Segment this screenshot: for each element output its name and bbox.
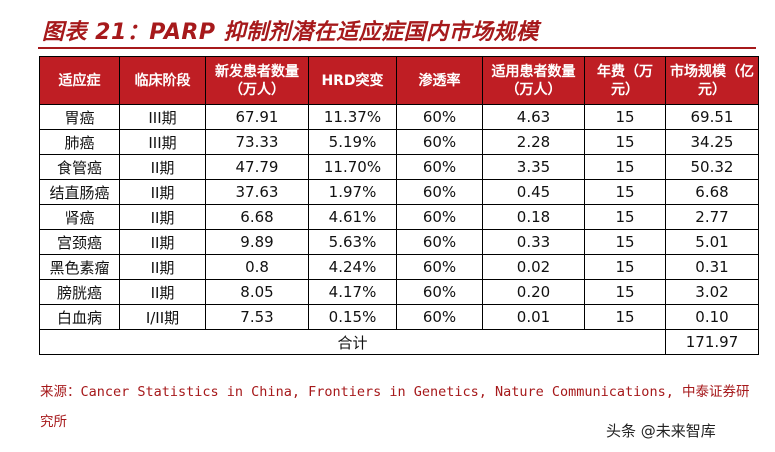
table-cell: 34.25 xyxy=(665,129,759,155)
table-cell: 11.37% xyxy=(308,104,397,130)
table-cell: 4.63 xyxy=(482,104,585,130)
table-cell: 0.20 xyxy=(482,279,585,305)
table-cell: 60% xyxy=(396,254,483,280)
table-cell: 15 xyxy=(584,154,666,180)
table-cell: 结直肠癌 xyxy=(39,179,120,205)
table-row: 白血病 I/II期 7.53 0.15% 60% 0.01 15 0.10 xyxy=(39,304,759,330)
table-cell: 11.70% xyxy=(308,154,397,180)
table-cell: 2.77 xyxy=(665,204,759,230)
table-cell: 60% xyxy=(396,304,483,330)
table-cell: III期 xyxy=(119,104,206,130)
table-row: 宫颈癌 II期 9.89 5.63% 60% 0.33 15 5.01 xyxy=(39,229,759,255)
table-cell: 15 xyxy=(584,229,666,255)
table-cell: 0.01 xyxy=(482,304,585,330)
table-cell: II期 xyxy=(119,229,206,255)
table-cell: 肺癌 xyxy=(39,129,120,155)
table-cell: 0.31 xyxy=(665,254,759,280)
table-row: 结直肠癌 II期 37.63 1.97% 60% 0.45 15 6.68 xyxy=(39,179,759,205)
table-cell: 15 xyxy=(584,304,666,330)
table-cell: II期 xyxy=(119,279,206,305)
table-cell: II期 xyxy=(119,204,206,230)
table-cell: 15 xyxy=(584,254,666,280)
header-market-size: 市场规模（亿元） xyxy=(665,56,759,105)
header-penetration: 渗透率 xyxy=(396,56,483,105)
table-cell: 4.17% xyxy=(308,279,397,305)
table-cell: II期 xyxy=(119,154,206,180)
table-row: 膀胱癌 II期 8.05 4.17% 60% 0.20 15 3.02 xyxy=(39,279,759,305)
table-cell: 8.05 xyxy=(205,279,309,305)
table-cell: 5.01 xyxy=(665,229,759,255)
header-hrd-mutation: HRD突变 xyxy=(308,56,397,105)
table-cell: 0.02 xyxy=(482,254,585,280)
header-eligible-patients: 适用患者数量（万人） xyxy=(482,56,585,105)
table-cell: 15 xyxy=(584,204,666,230)
table-cell: II期 xyxy=(119,254,206,280)
table-cell: 9.89 xyxy=(205,229,309,255)
table-cell: II期 xyxy=(119,179,206,205)
table-cell: 7.53 xyxy=(205,304,309,330)
header-annual-fee: 年费（万元） xyxy=(584,56,666,105)
table-row: 胃癌 III期 67.91 11.37% 60% 4.63 15 69.51 xyxy=(39,104,759,130)
table-cell: 60% xyxy=(396,229,483,255)
total-row: 合计 171.97 xyxy=(39,329,759,355)
header-clinical-stage: 临床阶段 xyxy=(119,56,206,105)
table-cell: 0.18 xyxy=(482,204,585,230)
table-row: 黑色素瘤 II期 0.8 4.24% 60% 0.02 15 0.31 xyxy=(39,254,759,280)
table-cell: 2.28 xyxy=(482,129,585,155)
source-note: 来源：Cancer Statistics in China, Frontiers… xyxy=(40,384,750,430)
table-cell: 膀胱癌 xyxy=(39,279,120,305)
table-body: 胃癌 III期 67.91 11.37% 60% 4.63 15 69.51 肺癌 III期 73.… xyxy=(39,104,759,330)
table-cell: 白血病 xyxy=(39,304,120,330)
table-cell: 0.8 xyxy=(205,254,309,280)
table-cell: 肾癌 xyxy=(39,204,120,230)
header-indication: 适应症 xyxy=(39,56,120,105)
table-cell: 0.15% xyxy=(308,304,397,330)
table-cell: I/II期 xyxy=(119,304,206,330)
table-cell: 4.24% xyxy=(308,254,397,280)
total-value: 171.97 xyxy=(665,329,759,355)
table-cell: 6.68 xyxy=(665,179,759,205)
table-header-row: 适应症 临床阶段 新发患者数量（万人） HRD突变 渗透率 适用患者数量（万人）… xyxy=(39,56,759,105)
table-cell: 食管癌 xyxy=(39,154,120,180)
total-label: 合计 xyxy=(39,329,666,355)
table-row: 肾癌 II期 6.68 4.61% 60% 0.18 15 2.77 xyxy=(39,204,759,230)
table-cell: 60% xyxy=(396,279,483,305)
watermark: 头条 @未来智库 xyxy=(606,422,716,440)
title-divider xyxy=(38,47,756,49)
table-cell: 60% xyxy=(396,179,483,205)
table-cell: 47.79 xyxy=(205,154,309,180)
table-cell: 5.63% xyxy=(308,229,397,255)
table-cell: 0.10 xyxy=(665,304,759,330)
table-cell: 15 xyxy=(584,179,666,205)
table-cell: 0.45 xyxy=(482,179,585,205)
table-cell: 37.63 xyxy=(205,179,309,205)
table-cell: 6.68 xyxy=(205,204,309,230)
table-cell: 67.91 xyxy=(205,104,309,130)
table-cell: 60% xyxy=(396,104,483,130)
table-cell: 3.02 xyxy=(665,279,759,305)
table-cell: 5.19% xyxy=(308,129,397,155)
figure-title: 图表 21：PARP 抑制剂潜在适应症国内市场规模 xyxy=(42,20,539,45)
table-cell: 60% xyxy=(396,129,483,155)
table-cell: 3.35 xyxy=(482,154,585,180)
table-row: 食管癌 II期 47.79 11.70% 60% 3.35 15 50.32 xyxy=(39,154,759,180)
market-size-table: 适应症 临床阶段 新发患者数量（万人） HRD突变 渗透率 适用患者数量（万人）… xyxy=(39,56,759,355)
table-cell: 15 xyxy=(584,104,666,130)
table-cell: 15 xyxy=(584,279,666,305)
table-row: 肺癌 III期 73.33 5.19% 60% 2.28 15 34.25 xyxy=(39,129,759,155)
table-cell: 0.33 xyxy=(482,229,585,255)
table-cell: 4.61% xyxy=(308,204,397,230)
table-cell: 73.33 xyxy=(205,129,309,155)
table-cell: 1.97% xyxy=(308,179,397,205)
table-cell: 胃癌 xyxy=(39,104,120,130)
table-cell: 60% xyxy=(396,204,483,230)
header-new-patients: 新发患者数量（万人） xyxy=(205,56,309,105)
table-cell: 50.32 xyxy=(665,154,759,180)
table-cell: 宫颈癌 xyxy=(39,229,120,255)
table-cell: 15 xyxy=(584,129,666,155)
table-cell: III期 xyxy=(119,129,206,155)
table-cell: 69.51 xyxy=(665,104,759,130)
table-cell: 黑色素瘤 xyxy=(39,254,120,280)
table-cell: 60% xyxy=(396,154,483,180)
